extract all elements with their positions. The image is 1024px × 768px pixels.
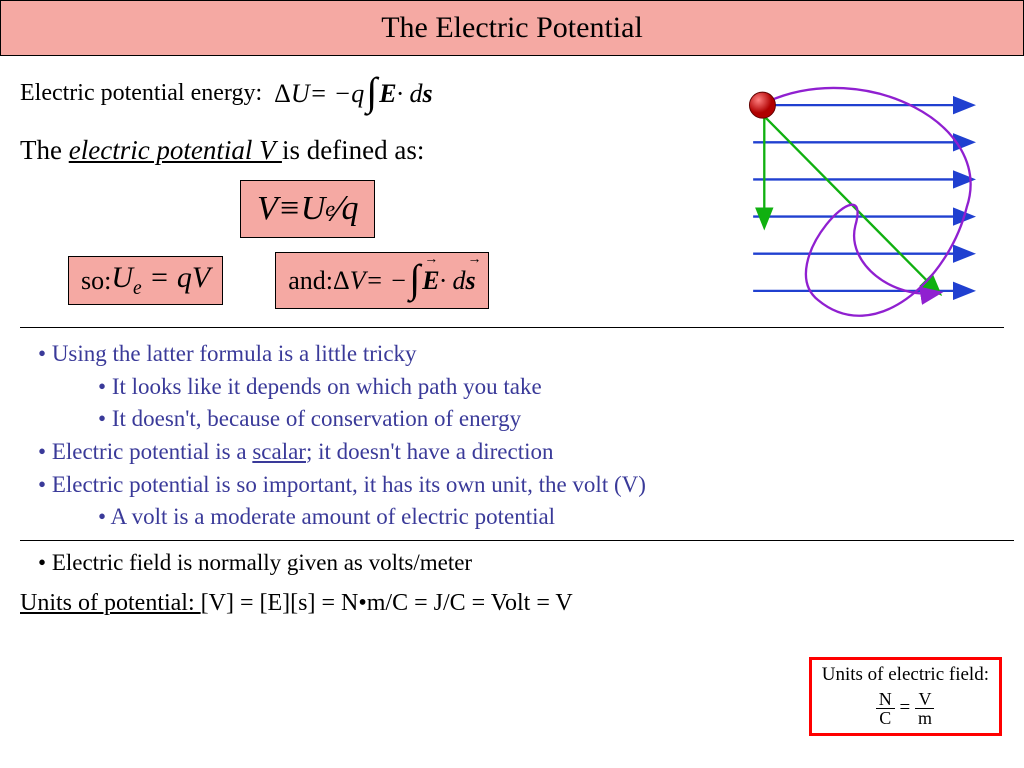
bullet-sub-item: • A volt is a moderate amount of electri… <box>30 501 1004 534</box>
fraction: Vm <box>915 690 935 727</box>
and-box: and: ΔV = −∫E · ds <box>275 252 488 309</box>
bullet-item: • Using the latter formula is a little t… <box>30 338 1004 371</box>
main-definition-box: V ≡ Ue ⁄ q <box>240 180 375 238</box>
slide-title: The Electric Potential <box>381 11 643 45</box>
efield-units-title: Units of electric field: <box>822 664 989 686</box>
bullet-item: • Electric field is normally given as vo… <box>30 547 1004 580</box>
so-box: so: Ue = qV <box>68 256 223 305</box>
field-diagram-icon <box>696 68 996 328</box>
bullet-sub-item: • It looks like it depends on which path… <box>30 371 1004 404</box>
bullet-item: • Electric potential is a scalar; it doe… <box>30 436 1004 469</box>
slide-title-bar: The Electric Potential <box>0 0 1024 56</box>
pe-equation: ΔU = −q∫E · ds <box>274 70 433 117</box>
integral-icon: ∫ <box>409 255 420 302</box>
units-of-potential: Units of potential: [V] = [E][s] = N•m/C… <box>20 590 1004 617</box>
bullet-item: • Electric potential is so important, it… <box>30 469 1004 502</box>
integral-icon: ∫ <box>366 68 377 115</box>
efield-units-box: Units of electric field: NC = Vm <box>809 657 1002 736</box>
pe-label: Electric potential energy: <box>20 80 262 107</box>
divider-mid <box>20 540 1014 541</box>
fraction: NC <box>876 690 895 727</box>
bullet-sub-item: • It doesn't, because of conservation of… <box>30 403 1004 436</box>
bullet-list: • Using the latter formula is a little t… <box>20 338 1004 580</box>
